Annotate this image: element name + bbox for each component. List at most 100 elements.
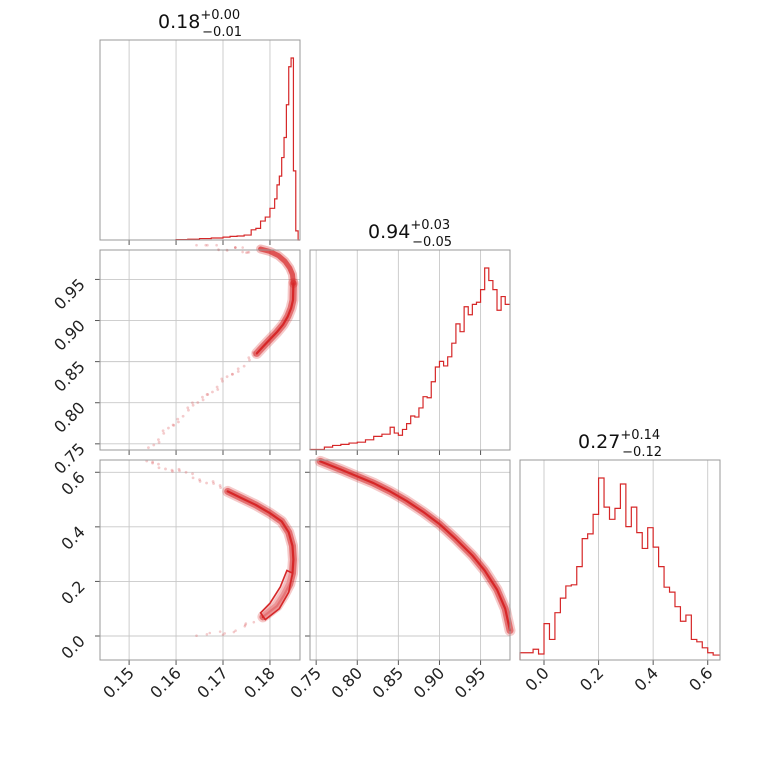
y-tick-label: 0.4: [57, 522, 88, 553]
sample-point: [157, 438, 160, 442]
x-tick-label: 0.0: [521, 663, 552, 694]
density-band-upper: [258, 246, 296, 286]
panel-1-0: 0.750.800.850.900.95: [50, 243, 301, 478]
sample-point: [157, 466, 161, 470]
sample-point: [205, 393, 209, 396]
sample-point: [215, 385, 219, 389]
sample-point: [191, 401, 194, 405]
panel-2-0: 0.15 0.16 0.17 0.180.00.20.40.6: [57, 459, 301, 702]
title-plus: +0.14: [620, 428, 660, 443]
x-tick-label: 0.95: [451, 663, 490, 702]
x-tick-label: 0.75: [286, 663, 325, 702]
density-core: [319, 460, 512, 632]
title-minus: −0.12: [622, 445, 662, 460]
sample-point: [215, 243, 218, 247]
sample-point: [208, 631, 212, 635]
x-tick-label: 0.18: [240, 663, 279, 702]
sample-point: [198, 479, 202, 483]
sample-point: [211, 390, 214, 394]
sample-point: [212, 482, 215, 485]
sample-point: [218, 630, 222, 633]
title-plus: +0.03: [410, 218, 450, 233]
sample-point: [191, 403, 195, 407]
sample-point: [171, 423, 175, 427]
sample-point: [198, 478, 201, 482]
sample-point: [201, 398, 205, 402]
y-tick-label: 0.95: [50, 275, 89, 314]
sample-point: [248, 358, 251, 362]
x-tick-label: 0.80: [327, 663, 366, 702]
title-minus: −0.01: [202, 25, 242, 40]
sample-point: [171, 470, 174, 473]
sample-point: [147, 446, 150, 450]
y-tick-label: 0.75: [50, 439, 89, 478]
sample-point: [152, 443, 156, 447]
sample-point: [234, 246, 237, 249]
sample-point: [151, 460, 155, 464]
x-tick-label: 0.90: [410, 663, 449, 702]
gridlines: [315, 250, 482, 450]
sample-point: [236, 367, 240, 371]
sample-point: [216, 388, 220, 391]
sample-point: [170, 468, 174, 472]
sample-point: [191, 472, 194, 476]
sample-point: [206, 243, 209, 247]
param-title-0: 0.18+0.00 −0.01: [158, 8, 242, 40]
density-core: [255, 282, 295, 355]
contour-level: [259, 569, 294, 621]
sample-point: [225, 375, 229, 379]
sample-point: [205, 481, 208, 485]
sample-point: [157, 462, 160, 466]
sample-point: [232, 630, 236, 634]
gridlines: [100, 250, 300, 450]
sample-point: [177, 467, 181, 471]
sample-point: [218, 484, 222, 487]
panel-2-2: 0.0 0.2 0.4 0.6 0.27+0.14 −0.12: [519, 428, 721, 695]
sample-point: [244, 622, 248, 625]
sample-point: [243, 625, 247, 628]
sample-point: [241, 246, 244, 249]
sample-point: [157, 440, 161, 444]
sample-point: [162, 431, 166, 435]
sample-point: [164, 467, 167, 471]
sample-point: [220, 377, 224, 381]
x-tick-label: 0.4: [631, 663, 662, 694]
sample-point: [178, 469, 181, 473]
sample-point: [151, 461, 154, 465]
sample-point: [195, 243, 198, 247]
sample-point: [195, 634, 198, 638]
sample-point: [177, 420, 180, 424]
title-value: 0.18: [158, 11, 200, 33]
x-tick-label: 0.17: [193, 663, 232, 702]
sample-point: [205, 633, 209, 636]
sample-point: [181, 414, 185, 418]
density-band-outer: [314, 455, 516, 636]
panel-0-0: 0.18+0.00 −0.01: [99, 8, 301, 245]
sample-point: [196, 401, 200, 404]
param-title-2: 0.27+0.14 −0.12: [578, 428, 662, 460]
sample-point: [223, 632, 226, 635]
sample-point: [206, 393, 210, 396]
gridlines: [100, 460, 300, 660]
title-value: 0.94: [368, 221, 410, 243]
sample-point: [201, 395, 204, 399]
x-tick-label: 0.15: [99, 663, 138, 702]
panel-2-1: 0.75 0.80 0.85 0.90 0.95: [286, 455, 516, 702]
y-tick-label: 0.85: [50, 357, 89, 396]
sample-point: [242, 364, 246, 368]
sample-point: [247, 356, 251, 359]
sample-point: [204, 243, 208, 247]
x-tick-label: 0.16: [146, 663, 185, 702]
y-tick-label: 0.80: [50, 398, 89, 437]
sample-point: [233, 246, 237, 249]
axes-frame: [99, 249, 301, 451]
sample-point: [161, 429, 165, 433]
histogram-param-1: [309, 267, 510, 451]
histogram-param-0: [175, 57, 300, 241]
sample-point: [246, 251, 249, 254]
axes-frame: [519, 459, 721, 661]
sample-point: [252, 620, 256, 624]
param-title-1: 0.94+0.03 −0.05: [368, 218, 452, 250]
x-tick-label: 0.6: [685, 663, 716, 694]
